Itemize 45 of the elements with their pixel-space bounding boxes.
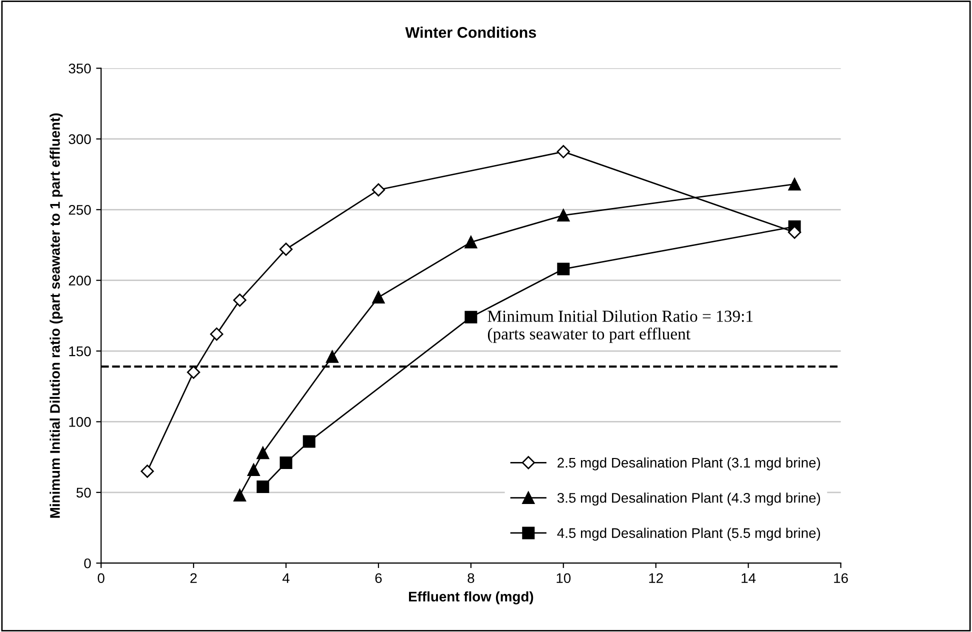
point — [464, 236, 478, 248]
chart-title: Winter Conditions — [405, 26, 536, 38]
y-axis-title: Minimum Initial Dilution ratio (part seawater to 1 part effluent) — [50, 113, 63, 518]
x-tick-label: 0 — [98, 573, 104, 584]
point — [140, 464, 154, 478]
point — [279, 242, 293, 256]
point — [256, 446, 270, 460]
point — [788, 178, 801, 190]
y-tick-label: 300 — [68, 134, 91, 144]
x-tick-label: 12 — [649, 573, 663, 583]
x-tick-label: 4 — [282, 573, 290, 583]
point — [302, 435, 316, 448]
x-tick-label: 8 — [468, 573, 474, 584]
point — [556, 145, 570, 158]
point — [210, 327, 224, 341]
x-axis-title: Effluent flow (mgd) — [408, 591, 534, 604]
legend-label: 2.5 mgd Desalination Plant (3.1 mgd brine) — [558, 457, 820, 470]
legend-label: 3.5 mgd Desalination Plant (4.3 mgd brine) — [557, 492, 820, 506]
legend-label: 4.5 mgd Desalination Plant (5.5 mgd brine) — [557, 528, 820, 541]
point — [557, 209, 570, 222]
y-tick-label: 50 — [76, 488, 91, 498]
point — [464, 310, 478, 324]
y-tick-label: 350 — [68, 64, 91, 74]
point — [326, 350, 338, 363]
y-tick-label: 100 — [69, 417, 91, 427]
y-tick-label: 250 — [68, 204, 91, 215]
annotation: Minimum Initial Dilution Ratio = 139:1 (parts seawater to part effluent — [488, 310, 753, 343]
point — [234, 488, 246, 502]
point — [280, 456, 292, 469]
y-tick-label: 200 — [68, 276, 91, 286]
point — [557, 262, 570, 276]
point — [233, 294, 246, 307]
point — [372, 291, 385, 304]
x-tick-label: 14 — [742, 573, 756, 583]
point — [247, 464, 260, 476]
point — [788, 226, 802, 239]
x-tick-label: 10 — [556, 573, 571, 584]
x-tick-label: 2 — [190, 573, 197, 583]
y-tick-label: 0 — [84, 558, 91, 568]
point — [256, 480, 270, 494]
y-tick-label: 150 — [69, 346, 91, 356]
x-tick-label: 16 — [834, 573, 848, 584]
x-tick-label: 6 — [375, 573, 382, 584]
point — [372, 183, 386, 196]
point — [186, 366, 200, 379]
